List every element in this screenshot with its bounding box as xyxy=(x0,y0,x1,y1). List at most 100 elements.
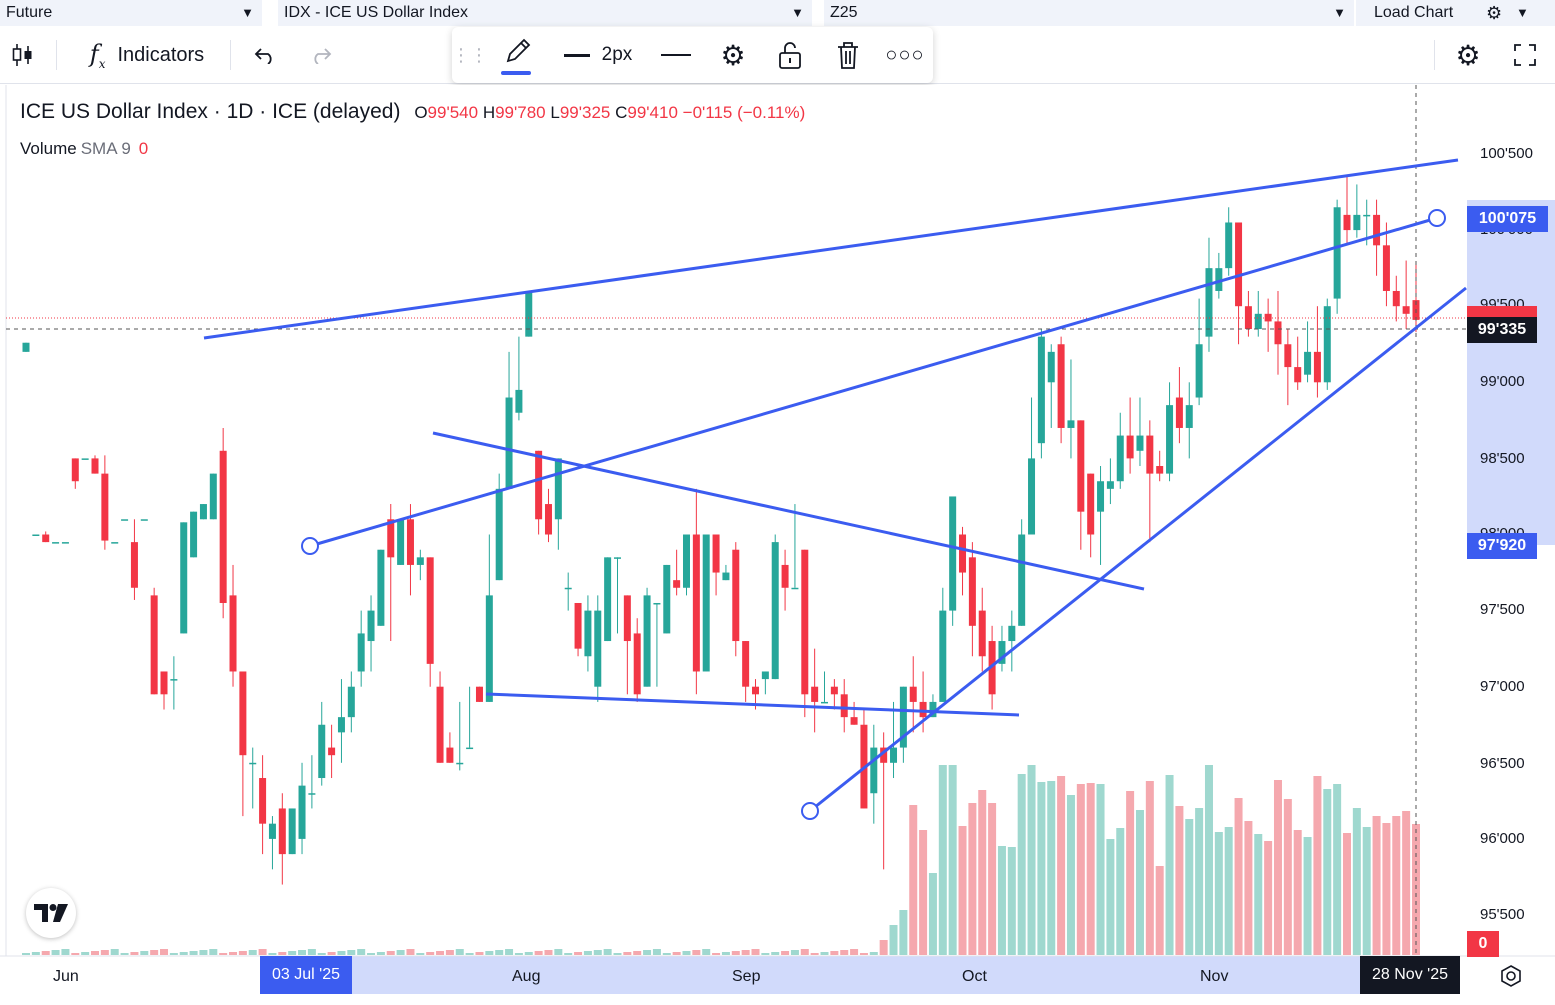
symbol-title[interactable]: ICE US Dollar Index · 1D · ICE (delayed) xyxy=(20,100,401,123)
candle-body xyxy=(791,587,799,590)
volume-bar xyxy=(1382,823,1391,955)
fullscreen-button[interactable] xyxy=(1508,36,1542,74)
more-button[interactable]: ○○○ xyxy=(885,35,924,75)
volume-bar xyxy=(219,953,228,955)
candle-body xyxy=(1254,313,1262,330)
volume-label[interactable]: Volume xyxy=(20,139,77,158)
volume-bar xyxy=(968,803,977,955)
gear-icon: ⚙ xyxy=(1455,39,1481,71)
trend-lines[interactable] xyxy=(203,158,1467,820)
candle-body xyxy=(22,342,30,352)
candle-body xyxy=(722,572,730,581)
candle-body xyxy=(702,534,710,672)
line-style-button[interactable] xyxy=(658,35,694,75)
candle-body xyxy=(505,397,513,489)
candle-body xyxy=(495,488,503,581)
chevron-down-icon[interactable]: ▼ xyxy=(1516,5,1529,20)
candle-body xyxy=(712,534,720,573)
candle-body xyxy=(160,671,168,695)
volume-series xyxy=(22,765,1420,955)
candle-series xyxy=(22,176,1420,885)
volume-bar xyxy=(1234,798,1243,955)
candle-body xyxy=(535,450,543,520)
close-value: 99'410 xyxy=(627,103,678,122)
market-select[interactable]: Future ▼ xyxy=(0,0,262,26)
volume-bar xyxy=(534,951,543,955)
volume-bar xyxy=(869,952,878,955)
volume-bar xyxy=(1273,780,1282,955)
settings-button[interactable]: ⚙ xyxy=(1450,36,1486,74)
load-chart-button[interactable]: Load Chart ⚙ ▼ xyxy=(1356,0,1555,26)
candle-body xyxy=(446,747,454,763)
drawing-settings-button[interactable]: ⚙ xyxy=(714,35,752,75)
volume-bar xyxy=(731,951,740,955)
candle-body xyxy=(830,686,838,695)
candle-body xyxy=(1116,435,1124,482)
change-value: −0'115 (−0.11%) xyxy=(682,103,806,122)
candle-body xyxy=(968,557,976,626)
volume-bar xyxy=(337,951,346,955)
redo-icon xyxy=(314,48,332,64)
chart-canvas[interactable] xyxy=(0,85,1555,1005)
volume-price-tag: 0 xyxy=(1467,931,1499,957)
drawing-toolbar: ⋮⋮ 2px ⚙ ○○○ xyxy=(452,27,933,83)
contract-select[interactable]: Z25 ▼ xyxy=(824,0,1354,26)
candle-body xyxy=(811,686,819,702)
candle-body xyxy=(574,602,582,649)
resistance-trendline[interactable] xyxy=(203,158,1459,340)
support-trendline[interactable] xyxy=(485,692,1020,717)
candle-body xyxy=(613,557,621,559)
chart-type-button[interactable] xyxy=(6,36,40,74)
volume-bar xyxy=(1342,833,1351,955)
volume-bar xyxy=(1254,834,1263,955)
candle-body xyxy=(870,747,878,794)
volume-bar xyxy=(347,950,356,955)
trendline-handle[interactable] xyxy=(301,537,319,555)
time-axis-settings-button[interactable] xyxy=(1498,963,1524,989)
candle-body xyxy=(909,686,917,702)
chart-legend: ICE US Dollar Index · 1D · ICE (delayed)… xyxy=(20,100,805,124)
chevron-down-icon: ▼ xyxy=(791,5,804,20)
undo-button[interactable] xyxy=(248,36,282,74)
trendline-handle[interactable] xyxy=(801,802,819,820)
delete-button[interactable] xyxy=(830,35,866,75)
rising-support-trendline[interactable] xyxy=(809,286,1467,813)
descending-trendline[interactable] xyxy=(432,431,1145,591)
line-width-button[interactable]: 2px xyxy=(558,35,638,75)
candle-body xyxy=(939,610,947,702)
symbol-select[interactable]: IDX - ICE US Dollar Index ▼ xyxy=(278,0,812,26)
volume-bar xyxy=(613,953,622,955)
price-axis-label: 97'500 xyxy=(1480,601,1525,618)
volume-bar xyxy=(130,952,139,955)
candle-body xyxy=(1077,420,1085,512)
candle-body xyxy=(850,717,858,725)
gear-icon[interactable]: ⚙ xyxy=(1486,3,1503,23)
indicators-button[interactable]: fx Indicators xyxy=(74,36,220,74)
drag-handle-icon[interactable]: ⋮⋮ xyxy=(452,44,488,65)
candle-body xyxy=(1363,214,1371,217)
volume-bar xyxy=(1293,830,1302,955)
candle-body xyxy=(436,686,444,763)
line-color-button[interactable] xyxy=(496,35,536,75)
volume-bar xyxy=(583,951,592,955)
volume-bar xyxy=(317,953,326,955)
volume-bar xyxy=(71,953,80,955)
candle-body xyxy=(111,542,119,544)
settings-icon xyxy=(1501,965,1521,987)
volume-bar xyxy=(1007,847,1016,955)
candle-body xyxy=(91,458,99,474)
volume-bar xyxy=(248,950,257,955)
candle-body xyxy=(1028,458,1036,535)
volume-bar xyxy=(367,953,376,955)
volume-bar xyxy=(1135,810,1144,955)
redo-button[interactable] xyxy=(304,36,338,74)
channel-trendline[interactable] xyxy=(309,216,1438,548)
trendline-handle[interactable] xyxy=(1428,209,1446,227)
market-select-value: Future xyxy=(6,4,53,21)
tradingview-logo[interactable] xyxy=(26,888,76,938)
candle-body xyxy=(890,747,898,763)
volume-bar xyxy=(1303,837,1312,955)
lock-button[interactable] xyxy=(772,35,808,75)
volume-bar xyxy=(1264,841,1273,955)
candle-body xyxy=(1195,344,1203,398)
